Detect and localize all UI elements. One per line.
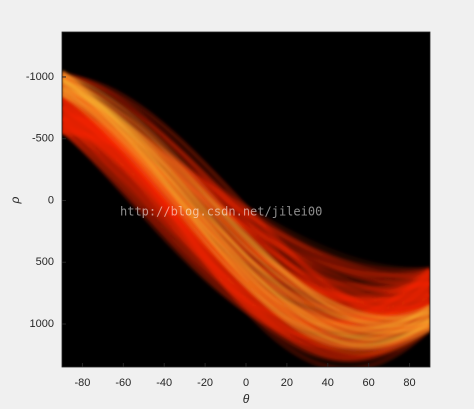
y-axis-label: ρ — [8, 196, 22, 204]
x-tick-label: -40 — [156, 377, 172, 389]
x-tick-label: 20 — [281, 377, 293, 389]
hough-image — [62, 69, 430, 367]
hough-curve — [62, 73, 430, 346]
y-tick-label: -500 — [32, 133, 54, 145]
x-tick-label: 0 — [243, 377, 249, 389]
watermark: http://blog.csdn.net/jilei00 — [120, 205, 322, 219]
y-tick-label: -1000 — [26, 71, 54, 83]
x-tick-label: 60 — [363, 377, 375, 389]
x-tick-label: -60 — [115, 377, 131, 389]
hough-curve — [62, 77, 430, 348]
y-tick-label: 1000 — [30, 318, 54, 330]
x-tick-label: 40 — [322, 377, 334, 389]
y-tick-label: 500 — [36, 256, 54, 268]
x-tick-label: -20 — [197, 377, 213, 389]
hough-curve — [62, 93, 430, 333]
hough-curve — [62, 73, 430, 342]
x-tick-label: 80 — [403, 377, 415, 389]
y-tick-label: 0 — [48, 194, 54, 206]
x-tick-label: -80 — [74, 377, 90, 389]
x-axis-label: θ — [243, 392, 250, 404]
